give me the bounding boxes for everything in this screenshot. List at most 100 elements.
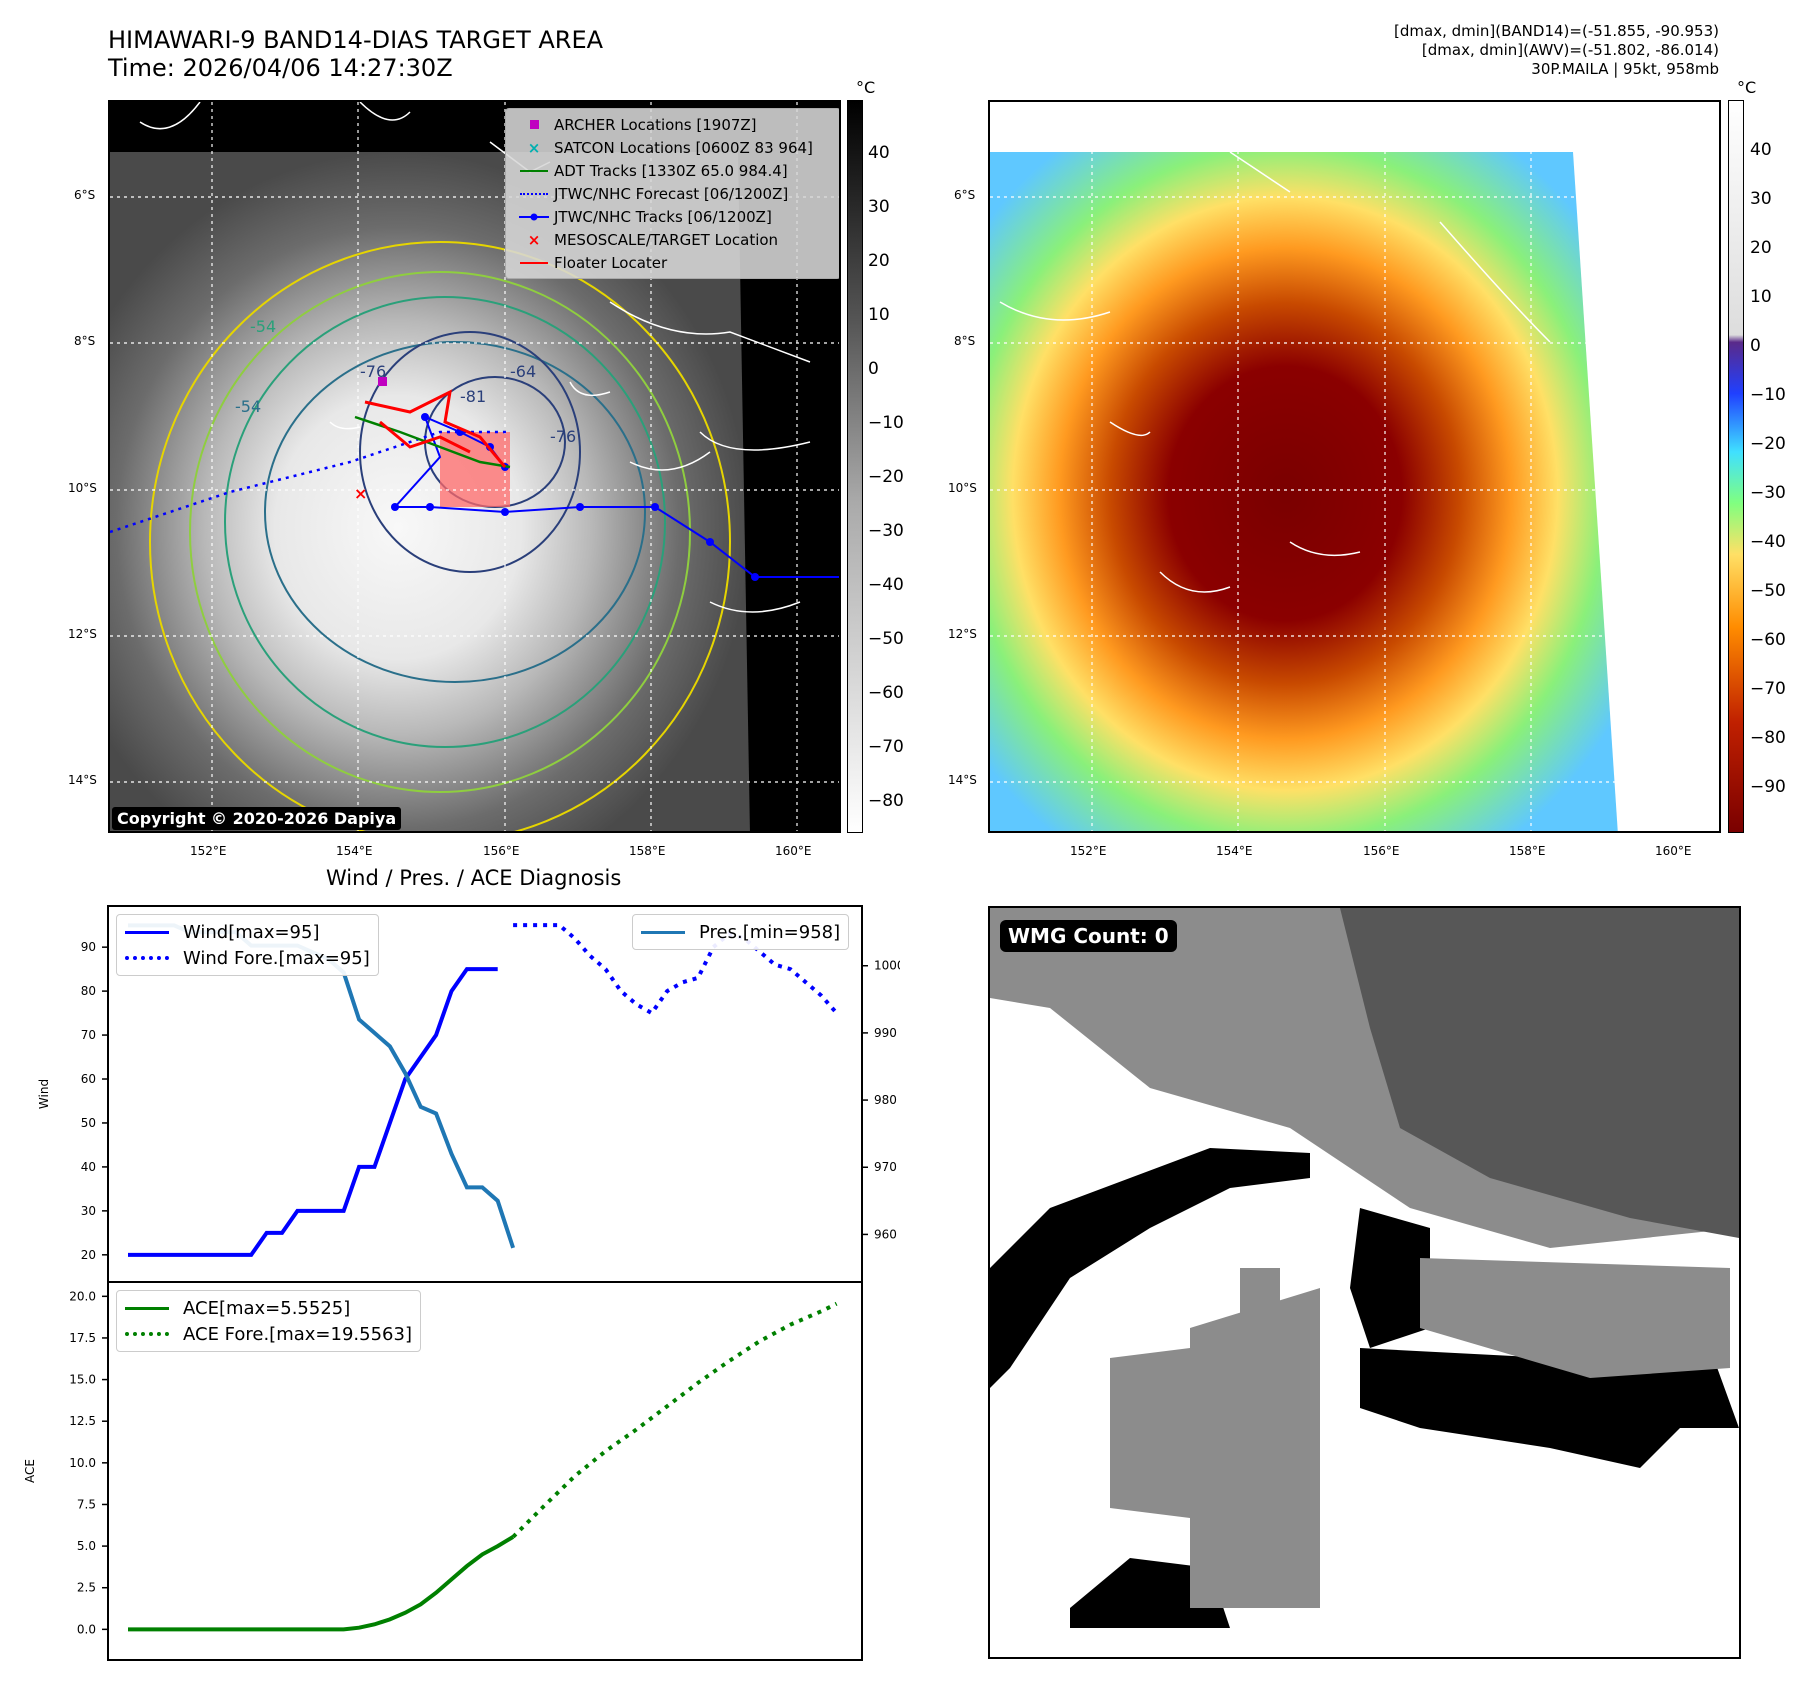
contour-label: -54	[235, 397, 261, 416]
ir-colorbar-unit: °C	[856, 78, 876, 97]
contour-label: -64	[510, 362, 536, 381]
wmg-image	[990, 908, 1739, 1657]
contour-label: -81	[460, 387, 486, 406]
lon-label: 152°E	[1070, 844, 1107, 858]
color-colorbar-tick-label: −60	[1750, 630, 1786, 650]
ir-colorbar-tick-label: −30	[868, 521, 904, 541]
dotted-line-icon	[125, 956, 169, 960]
series-line-1	[513, 923, 839, 1016]
color-map-image	[990, 102, 1719, 831]
lon-label: 158°E	[629, 844, 666, 858]
ace-legend: ACE[max=5.5525] ACE Fore.[max=19.5563]	[116, 1290, 421, 1352]
legend-item-pressure: Pres.[min=958]	[641, 919, 840, 945]
color-colorbar-tick-label: −10	[1750, 385, 1786, 405]
square-marker-icon	[514, 120, 554, 129]
lat-label: 8°S	[74, 334, 96, 348]
legend-item-ace-forecast: ACE Fore.[max=19.5563]	[125, 1321, 412, 1347]
color-colorbar-tick-label: 10	[1750, 287, 1772, 307]
metadata-block: [dmax, dmin](BAND14)=(-51.855, -90.953) …	[1394, 22, 1719, 79]
color-colorbar-tick-label: −50	[1750, 581, 1786, 601]
dotted-line-icon	[125, 1332, 169, 1336]
lat-label: 6°S	[954, 188, 976, 202]
x-marker-icon: ×	[527, 230, 541, 249]
wind-pressure-ace-chart: 20 30 40 50 60 70 80 90 960 970 980 990 1000 Wind Pres…	[23, 905, 900, 1661]
ir-map-panel: -54 -54 -76 -64 -76 -81	[108, 100, 841, 833]
legend-item-ace: ACE[max=5.5525]	[125, 1295, 412, 1321]
wind-y-tick-label: 40	[81, 1160, 96, 1174]
title-line-2: Time: 2026/04/06 14:27:30Z	[108, 54, 453, 82]
meta-line-3: 30P.MAILA | 95kt, 958mb	[1531, 60, 1719, 78]
ace-y-tick-label: 10.0	[69, 1456, 96, 1470]
pressure-legend: Pres.[min=958]	[632, 914, 850, 950]
color-colorbar-unit: °C	[1737, 78, 1757, 97]
line-dot-icon	[514, 212, 554, 222]
lon-label: 158°E	[1509, 844, 1546, 858]
contour-label: -76	[550, 427, 576, 446]
ir-colorbar-tick-label: −60	[868, 683, 904, 703]
ir-colorbar	[847, 100, 863, 833]
ir-colorbar-tick-label: 40	[868, 143, 890, 163]
wind-y-tick-label: 60	[81, 1072, 96, 1086]
map-legend: ARCHER Locations [1907Z] × SATCON Locati…	[505, 108, 839, 279]
ir-colorbar-tick-label: −50	[868, 629, 904, 649]
contour-label: -54	[250, 317, 276, 336]
pressure-y-tick-label: 1000	[874, 959, 900, 973]
color-colorbar	[1728, 100, 1744, 833]
line-icon	[514, 261, 554, 264]
lon-label: 160°E	[1655, 844, 1692, 858]
legend-item-adt: ADT Tracks [1330Z 65.0 984.4]	[514, 159, 832, 182]
color-map-panel	[988, 100, 1721, 833]
copyright-badge: Copyright © 2020-2026 Dapiya	[112, 807, 402, 830]
ir-colorbar-tick-label: −80	[868, 791, 904, 811]
legend-item-wind-forecast: Wind Fore.[max=95]	[125, 945, 370, 971]
wind-axis-label: Wind	[37, 1079, 51, 1109]
color-colorbar-tick-label: −40	[1750, 532, 1786, 552]
meta-line-2: [dmax, dmin](AWV)=(-51.802, -86.014)	[1421, 41, 1719, 59]
lat-label: 12°S	[68, 627, 97, 641]
ir-colorbar-tick-label: −20	[868, 467, 904, 487]
lon-label: 156°E	[483, 844, 520, 858]
legend-item-mesoscale: × MESOSCALE/TARGET Location	[514, 228, 832, 251]
series-line-0	[128, 967, 498, 1257]
wmg-panel	[988, 906, 1741, 1659]
ir-map-image: -54 -54 -76 -64 -76 -81	[110, 102, 839, 831]
pressure-y-tick-label: 980	[874, 1093, 897, 1107]
color-colorbar-tick-label: −30	[1750, 483, 1786, 503]
legend-item-jtwc-forecast: JTWC/NHC Forecast [06/1200Z]	[514, 182, 832, 205]
lon-label: 156°E	[1363, 844, 1400, 858]
ir-colorbar-tick-label: 10	[868, 305, 890, 325]
legend-item-floater: Floater Locater	[514, 251, 832, 274]
ace-y-tick-label: 2.5	[77, 1581, 96, 1595]
ace-series-line-1	[511, 1301, 838, 1539]
color-colorbar-tick-label: 30	[1750, 189, 1772, 209]
solid-line-icon	[641, 930, 685, 934]
legend-item-archer: ARCHER Locations [1907Z]	[514, 113, 832, 136]
wind-y-tick-label: 80	[81, 984, 96, 998]
color-colorbar-tick-label: −20	[1750, 434, 1786, 454]
legend-item-jtwc-tracks: JTWC/NHC Tracks [06/1200Z]	[514, 205, 832, 228]
color-colorbar-tick-label: 0	[1750, 336, 1761, 356]
pressure-y-tick-label: 970	[874, 1160, 897, 1174]
ace-y-tick-label: 0.0	[77, 1622, 96, 1636]
diagnosis-title: Wind / Pres. / ACE Diagnosis	[326, 866, 622, 890]
legend-item-wind: Wind[max=95]	[125, 919, 370, 945]
ir-colorbar-tick-label: −70	[868, 737, 904, 757]
lon-label: 160°E	[775, 844, 812, 858]
lat-label: 14°S	[68, 773, 97, 787]
ace-y-tick-label: 17.5	[69, 1331, 96, 1345]
lon-label: 152°E	[190, 844, 227, 858]
ir-colorbar-tick-label: 20	[868, 251, 890, 271]
legend-item-satcon: × SATCON Locations [0600Z 83 964]	[514, 136, 832, 159]
ace-y-tick-label: 7.5	[77, 1497, 96, 1511]
contour-label: -76	[360, 362, 386, 381]
ace-y-tick-label: 5.0	[77, 1539, 96, 1553]
ir-colorbar-tick-label: −40	[868, 575, 904, 595]
svg-text:×: ×	[354, 484, 367, 503]
color-colorbar-tick-label: −70	[1750, 679, 1786, 699]
lon-label: 154°E	[1216, 844, 1253, 858]
line-icon	[514, 169, 554, 172]
ace-plot-frame	[107, 1281, 863, 1661]
lat-label: 8°S	[954, 334, 976, 348]
lat-label: 12°S	[948, 627, 977, 641]
lat-label: 10°S	[68, 481, 97, 495]
